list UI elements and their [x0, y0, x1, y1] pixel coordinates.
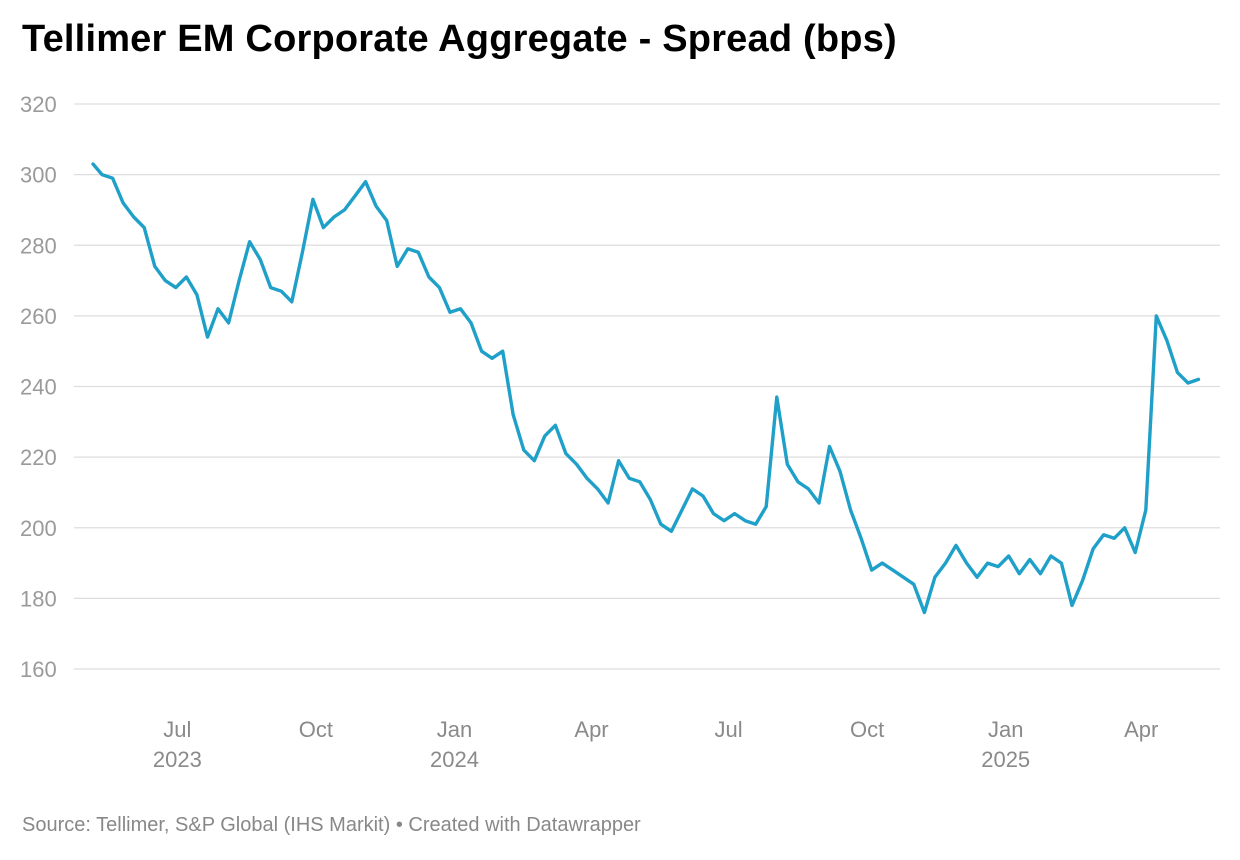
- x-tick-month-label: Jan: [437, 717, 472, 742]
- x-tick-month-label: Jan: [988, 717, 1023, 742]
- source-note: Source: Tellimer, S&P Global (IHS Markit…: [22, 814, 641, 836]
- x-tick-year-label: 2024: [430, 747, 479, 772]
- x-tick-month-label: Apr: [1124, 717, 1158, 742]
- y-tick-label: 280: [20, 233, 57, 258]
- series-line-0: [91, 162, 1201, 615]
- x-tick-month-label: Apr: [574, 717, 608, 742]
- x-tick-year-label: 2025: [981, 747, 1030, 772]
- y-tick-label: 320: [20, 92, 57, 117]
- y-tick-label: 300: [20, 163, 57, 188]
- x-tick-month-label: Oct: [850, 717, 884, 742]
- series-layer: [91, 162, 1201, 615]
- x-tick-month-label: Oct: [299, 717, 333, 742]
- x-axis-ticks: Jul 2023 Oct Jan 2024 Apr Jul Oct Jan 2025 Apr: [153, 717, 1159, 772]
- y-axis-ticks: 320 300 280 260 240 220 200 180 160: [20, 92, 57, 682]
- y-tick-label: 180: [20, 586, 57, 611]
- x-tick-year-label: 2023: [153, 747, 202, 772]
- gridlines: [74, 103, 1220, 670]
- y-tick-label: 200: [20, 516, 57, 541]
- y-tick-label: 240: [20, 375, 57, 400]
- chart-title: Tellimer EM Corporate Aggregate - Spread…: [22, 18, 897, 60]
- y-tick-label: 160: [20, 657, 57, 682]
- y-tick-label: 260: [20, 304, 57, 329]
- x-tick-month-label: Jul: [163, 717, 191, 742]
- spread-line-chart: 320 300 280 260 240 220 200 180 160 Jul 2023 Oct Ja…: [20, 92, 1220, 772]
- y-tick-label: 220: [20, 445, 57, 470]
- x-tick-month-label: Jul: [715, 717, 743, 742]
